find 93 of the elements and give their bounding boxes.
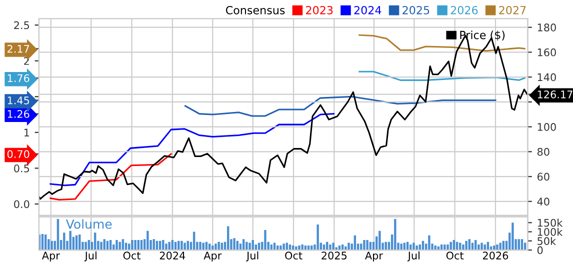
bar [118, 242, 121, 250]
bar [131, 240, 134, 250]
bar [493, 245, 496, 250]
bar [134, 240, 136, 250]
x-tick-label: Apr [204, 252, 222, 262]
bar [394, 218, 396, 250]
bar [416, 245, 418, 250]
bar [444, 244, 446, 250]
bar [180, 240, 183, 250]
y-tick-label: 1.26 [8, 110, 30, 118]
line-series [184, 96, 496, 117]
y-tick-label: 0.5 [14, 164, 30, 172]
y2-tick-label: 40 [537, 198, 550, 206]
bar [116, 240, 118, 250]
bar [301, 244, 304, 250]
y2-tick-label: 100k [538, 228, 563, 236]
bar [63, 232, 66, 250]
bar [499, 242, 502, 250]
y2-tick-label: 140 [538, 73, 556, 82]
bar [480, 242, 483, 250]
y-tick-label: 1.45 [8, 96, 30, 104]
legend-label: 2026 [450, 6, 478, 14]
y2-tick-label: 126.17 [538, 90, 572, 98]
bar [400, 244, 402, 250]
bar [233, 238, 236, 250]
x-tick-label: Oct [285, 252, 302, 260]
legend-label: 2025 [402, 6, 430, 14]
y2-tick-label: 180 [538, 24, 556, 32]
y-tick-label: 1.76 [8, 74, 30, 82]
y2-tick-label: 100 [538, 123, 556, 131]
bar [512, 222, 514, 250]
bar [412, 242, 415, 250]
annotation: Volume [66, 219, 112, 229]
bar [332, 242, 334, 250]
bar [168, 242, 170, 250]
bar [50, 240, 53, 250]
bar [282, 244, 285, 250]
bar [348, 242, 350, 250]
bar [366, 240, 368, 250]
bar [446, 244, 449, 250]
y2-tick-label: 150k [538, 218, 563, 227]
y2-tick-label: 160 [538, 48, 556, 56]
x-tick-label: Jul [84, 251, 96, 262]
line-series [50, 113, 334, 186]
bar [248, 242, 251, 250]
bar [450, 242, 452, 250]
y2-tick-label: 0 [537, 246, 543, 254]
legend-label: 2027 [499, 6, 526, 14]
y-tick-label: 2.5 [14, 21, 30, 30]
x-tick-label: 2025 [322, 252, 347, 260]
bar [184, 242, 186, 250]
bar [316, 224, 319, 250]
bar [199, 242, 202, 250]
x-tick-label: Jul [407, 251, 420, 262]
bar [428, 235, 430, 250]
bar [264, 230, 266, 250]
bar [165, 244, 168, 250]
x-tick-label: Oct [123, 252, 141, 260]
bar [218, 242, 220, 250]
bar [280, 245, 282, 250]
bar [295, 246, 298, 250]
bar [363, 240, 366, 250]
y2-tick-label: 80 [537, 148, 550, 156]
legend-title: Consensus [226, 6, 285, 14]
y2-tick-label: 60 [537, 172, 550, 181]
bar [214, 244, 217, 250]
bar [462, 244, 464, 250]
line-series [358, 70, 526, 81]
bar [100, 242, 102, 250]
x-tick-label: 2024 [160, 252, 186, 260]
bar [246, 242, 248, 250]
legend-label: 2024 [354, 6, 382, 14]
x-tick-label: Apr [42, 252, 60, 262]
y-tick-label: 0.0 [14, 200, 30, 208]
y-tick-label: 2.17 [8, 44, 30, 53]
x-tick-label: Oct [446, 252, 464, 260]
bar [344, 246, 347, 250]
y-tick-label: 1 [24, 128, 29, 136]
y2-tick-label: 50k [538, 236, 556, 246]
y-tick-label: 0.70 [7, 150, 30, 158]
x-tick-label: Jul [246, 251, 258, 262]
bar [84, 242, 87, 250]
bar [465, 240, 468, 250]
bar [329, 244, 332, 250]
bar [496, 244, 498, 250]
bar [69, 230, 72, 250]
x-tick-label: Apr [365, 252, 383, 262]
legend-label: 2023 [306, 6, 333, 14]
x-tick-label: 2026 [482, 252, 508, 260]
line-series [50, 153, 172, 200]
bar [298, 245, 300, 250]
bar [378, 230, 381, 250]
bar [146, 230, 149, 250]
